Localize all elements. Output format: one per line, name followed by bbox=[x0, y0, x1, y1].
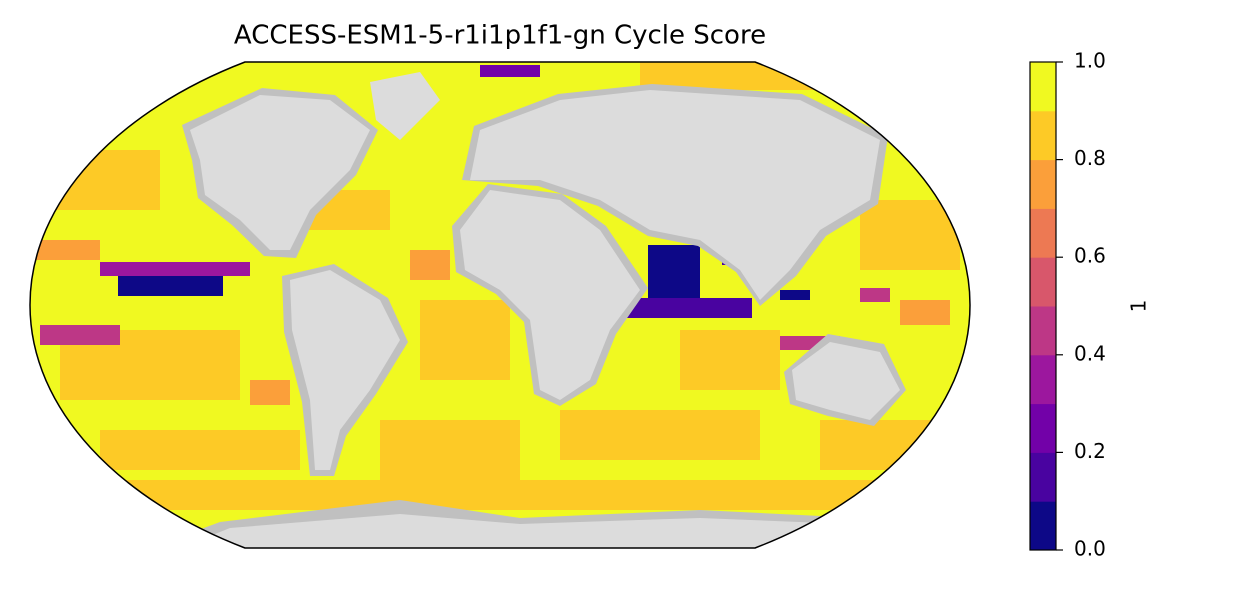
colorbar: 0.0 0.2 0.4 0.6 0.8 1.0 1 bbox=[1029, 49, 1151, 561]
colorbar-segment bbox=[1030, 257, 1056, 307]
colorbar-tick-label: 0.4 bbox=[1074, 341, 1106, 365]
colorbar-segment bbox=[1030, 452, 1056, 502]
colorbar-segment bbox=[1030, 306, 1056, 356]
colorbar-tick-label: 0.6 bbox=[1074, 244, 1106, 268]
colorbar-segment bbox=[1030, 354, 1056, 405]
colorbar-segment bbox=[1030, 208, 1056, 258]
colorbar-tick-label: 0.0 bbox=[1074, 537, 1106, 561]
colorbar-segment bbox=[1030, 159, 1056, 209]
colorbar-frame bbox=[1029, 61, 1057, 551]
colorbar-tick-label: 0.2 bbox=[1074, 439, 1106, 463]
chart-title: ACCESS-ESM1-5-r1i1p1f1-gn Cycle Score bbox=[234, 21, 766, 51]
colorbar-segment bbox=[1030, 110, 1056, 161]
colorbar-segment bbox=[1030, 403, 1056, 453]
colorbar-label: 1 bbox=[1127, 300, 1151, 313]
colorbar-segment bbox=[1030, 501, 1056, 551]
colorbar-tick-label: 1.0 bbox=[1074, 49, 1106, 73]
score-patches-low bbox=[30, 240, 950, 405]
map-outline bbox=[29, 61, 971, 549]
colorbar-segment bbox=[1030, 62, 1056, 112]
colorbar-tick-label: 0.8 bbox=[1074, 146, 1106, 170]
map bbox=[30, 62, 970, 548]
land bbox=[180, 72, 900, 548]
